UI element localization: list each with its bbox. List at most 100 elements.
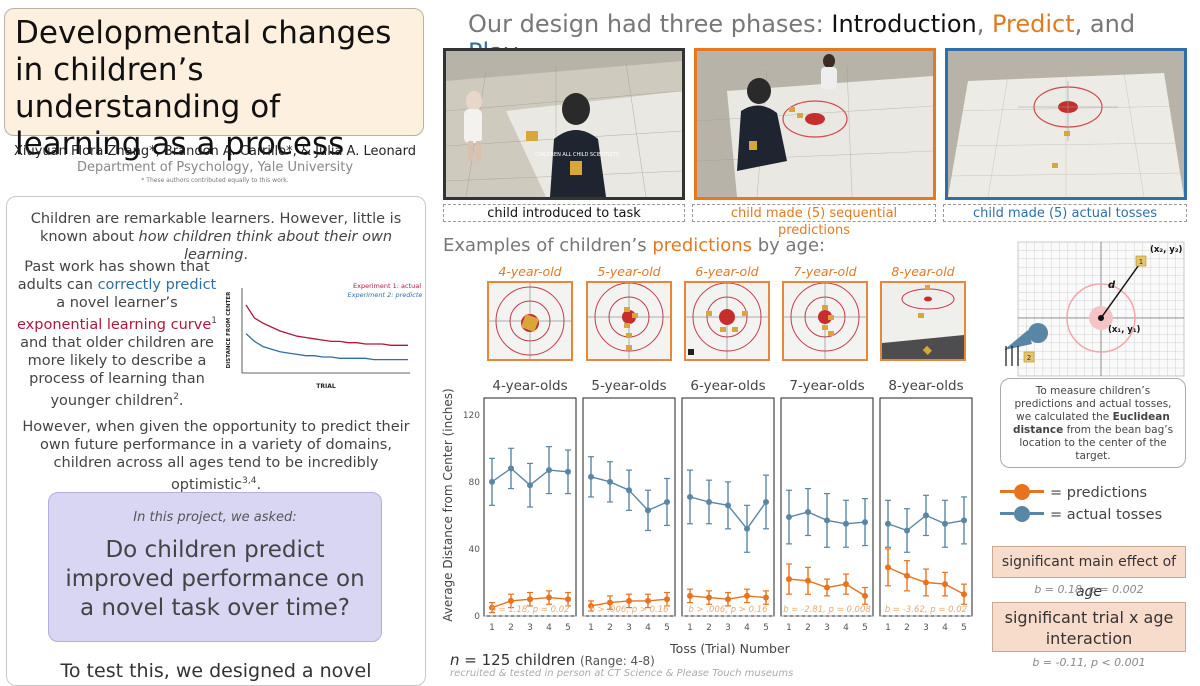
data-point [527, 482, 533, 489]
data-point [786, 514, 792, 521]
x-tick-label: 2 [805, 623, 811, 633]
panel-stat: b = -2.81, p = 0.008 [783, 605, 871, 615]
mini-predicted-line [245, 333, 408, 361]
x-tick-label: 5 [961, 623, 967, 633]
x-tick-label: 3 [527, 623, 533, 633]
sig1-text: significant main effect of [1001, 554, 1177, 570]
shirt-text: CHILDREN ALL CHILD SCIENTISTS [535, 152, 619, 158]
y-tick-label: 80 [469, 478, 481, 488]
significant-age-effect-box: significant main effect of age [992, 546, 1186, 600]
x-tick-label: 1 [588, 623, 594, 633]
predictions-heading-text: Examples of children’s [443, 235, 653, 256]
legend-predictions: = predictions [1000, 484, 1190, 504]
mini-legend-predicted: Experiment 2: predicted [348, 291, 423, 299]
x-tick-label: 4 [843, 623, 849, 633]
legend-actual-dot [1014, 506, 1030, 522]
data-point [923, 512, 929, 519]
y-tick-label: 40 [469, 545, 481, 555]
correctly-predict-highlight: correctly predict [97, 277, 217, 293]
data-point [904, 572, 910, 579]
data-point [508, 597, 514, 604]
significant-interaction-box: significant trial x age interaction [992, 602, 1186, 652]
x-tick-label: 5 [664, 623, 670, 633]
intro-text-segment: and that older children are more likely … [20, 334, 214, 409]
data-point [904, 527, 910, 534]
data-point [607, 599, 613, 606]
intro-paragraph-1: Children are remarkable learners. Howeve… [14, 210, 418, 264]
mini-ylabel: DISTANCE FROM CENTER [226, 291, 232, 368]
x-tick-label: 3 [824, 623, 830, 633]
phase-photo-predict [694, 48, 936, 200]
x-tick-label: 4 [645, 623, 651, 633]
x-tick-label: 3 [725, 623, 731, 633]
data-point [786, 576, 792, 583]
target-photo-5 [586, 281, 672, 361]
citation-2: 2 [173, 391, 179, 402]
phase-introduction-word: Introduction [831, 10, 977, 38]
data-point [805, 577, 811, 584]
to-test-text: To test this, we designed a novel [60, 660, 372, 682]
data-point [565, 596, 571, 603]
intro-text-segment: a novel learner’s [56, 295, 178, 311]
measure-description: To measure children’s predictions and ac… [1000, 378, 1186, 468]
y-tick-label: 0 [474, 612, 480, 622]
data-point [489, 478, 495, 485]
title-box: Developmental changes in children’s unde… [4, 8, 424, 162]
data-point [942, 581, 948, 588]
data-point [843, 581, 849, 588]
x-tick-label: 1 [687, 623, 693, 633]
intro-paragraph-2: Past work has shown that adults can corr… [14, 258, 220, 410]
mini-xlabel: TRIAL [316, 383, 336, 390]
data-point [824, 517, 830, 524]
mini-learning-curve-chart: DISTANCE FROM CENTER TRIAL Experiment 1:… [226, 282, 423, 390]
target-photo-7 [782, 281, 868, 361]
data-point [565, 468, 571, 475]
target-photo-6 [684, 281, 770, 361]
intro-paragraph-3: However, when given the opportunity to p… [14, 418, 418, 494]
data-point [664, 498, 670, 505]
measure-text: To measure children’s predictions and ac… [1014, 385, 1172, 423]
age-label-6: 6-year-old [695, 264, 759, 279]
predictions-word: predictions [652, 235, 752, 256]
phases-heading-text: Our design had three phases: [468, 10, 832, 38]
data-point [961, 591, 967, 598]
sig1-stat: b = 0.18, p = 0.002 [1034, 583, 1144, 596]
y-tick-label: 120 [463, 411, 480, 421]
x-tick-label: 4 [942, 623, 948, 633]
intro-text-segment: However, when given the opportunity to p… [22, 419, 410, 493]
phase-photo-play-scene [948, 51, 1184, 197]
research-question: Do children predict improved performance… [65, 537, 365, 621]
data-point [607, 478, 613, 485]
mini-series-group [245, 304, 408, 361]
target-photo-4 [487, 281, 573, 361]
x-tick-label: 5 [862, 623, 868, 633]
data-point [725, 596, 731, 603]
x-tick-label: 2 [508, 623, 514, 633]
phase-photo-predict-scene [697, 51, 933, 197]
x-tick-label: 5 [763, 623, 769, 633]
diagram-badge-1: 1 [1139, 258, 1143, 266]
phase-photo-introduction: CHILDREN ALL CHILD SCIENTISTS [443, 48, 685, 200]
data-point [489, 604, 495, 611]
data-point [645, 507, 651, 514]
legend-predictions-label: = predictions [1050, 485, 1148, 501]
learning-curve-highlight: exponential learning curve [17, 316, 212, 333]
x-tick-label: 1 [489, 623, 495, 633]
panel-stat: b = -3.62, p = 0.02 [885, 605, 967, 615]
legend-actual-line [1000, 512, 1014, 515]
research-question-box [48, 492, 382, 642]
phases-heading-sep: , and [1074, 10, 1136, 38]
chart-ylabel: Average Distance from Center (inches) [441, 388, 455, 621]
data-point [942, 520, 948, 527]
legend-actual-label: = actual tosses [1050, 507, 1163, 523]
sample-count: = 125 children [459, 651, 580, 669]
x-tick-label: 1 [786, 623, 792, 633]
affiliation: Department of Psychology, Yale Universit… [76, 160, 354, 175]
phase-caption-play: child made (5) actual tosses [943, 204, 1187, 222]
age-label-4: 4-year-old [498, 264, 562, 279]
intro-text-segment: Children are remarkable learners. Howeve… [30, 211, 402, 245]
phase-photo-play [945, 48, 1187, 200]
phase-caption-predict: child made (5) sequential predictions [692, 204, 936, 238]
chart-panels: 0 40 80 120 4-year-olds 1 2 3 4 5 b = 1.18, p = 0.… [463, 378, 973, 633]
data-point [546, 467, 552, 474]
